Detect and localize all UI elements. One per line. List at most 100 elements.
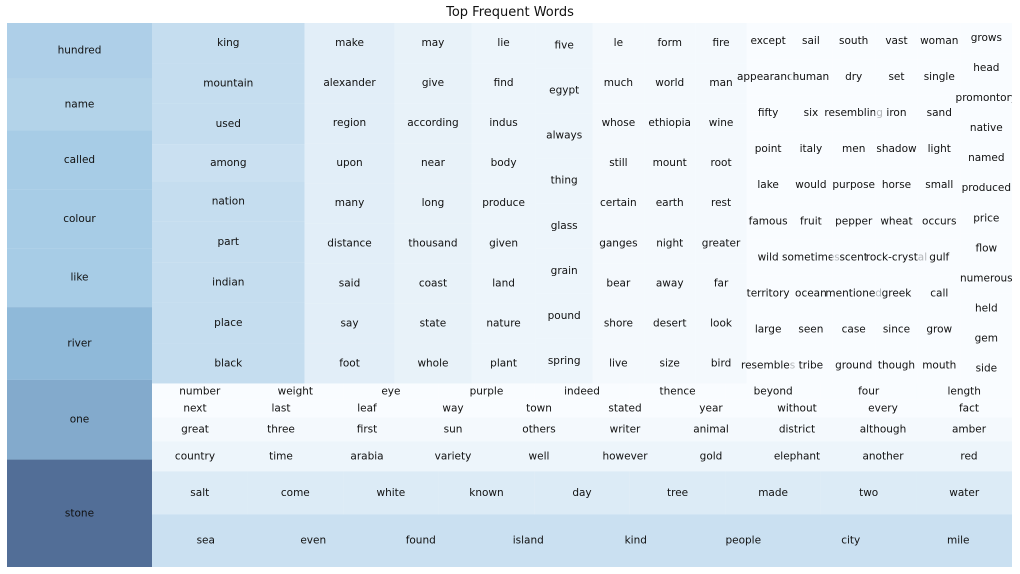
cell-rect-size xyxy=(644,343,696,384)
cell-rect-make xyxy=(304,23,395,64)
cell-rect-coast xyxy=(394,263,472,304)
cell-rect-used xyxy=(152,103,305,145)
cell-may: may xyxy=(394,23,472,64)
cell-time: time xyxy=(238,441,324,472)
cell-coast: coast xyxy=(394,263,472,304)
cell-label-thing: thing xyxy=(551,175,578,187)
cell-grows: grows xyxy=(960,23,1012,54)
cell-rect-fifty xyxy=(746,95,790,132)
cell-label-vast: vast xyxy=(885,35,907,47)
cell-rect-bird xyxy=(695,343,747,384)
cell-rect-land xyxy=(471,263,536,304)
cell-label-produced: produced xyxy=(962,182,1011,194)
cell-rect-gulf xyxy=(917,239,961,276)
cell-label-tribe: tribe xyxy=(799,359,823,371)
cell-rect-indus xyxy=(471,103,536,144)
cell-rect-two xyxy=(820,471,917,515)
cell-people: people xyxy=(689,514,797,567)
cell-nation: nation xyxy=(152,181,305,222)
cell-label-seen: seen xyxy=(798,323,823,335)
cell-rect-named xyxy=(960,143,1012,174)
cell-rect-without xyxy=(754,399,840,418)
cell-rect-earth xyxy=(644,183,696,224)
cell-indian: indian xyxy=(152,262,305,303)
cell-label-purpose: purpose xyxy=(832,179,875,191)
cell-promontory: promontory xyxy=(956,83,1012,114)
cell-gulf: gulf xyxy=(917,239,961,276)
cell-label-rest: rest xyxy=(711,197,731,209)
cell-rect-animal xyxy=(668,417,754,442)
cell-rect-way xyxy=(410,399,496,418)
cell-rect-amber xyxy=(926,417,1012,442)
cell-rect-purpose xyxy=(832,167,876,204)
cell-rect-spring xyxy=(535,338,593,384)
cell-three: three xyxy=(238,417,324,442)
cell-salt: salt xyxy=(152,471,248,515)
cell-rect-mentioned xyxy=(832,275,876,312)
cell-label-ganges: ganges xyxy=(599,237,637,249)
cell-produced: produced xyxy=(960,173,1012,204)
cell-label-time: time xyxy=(269,450,293,462)
cell-rect-ganges xyxy=(592,223,645,264)
cell-rect-given xyxy=(471,223,536,264)
cell-sea: sea xyxy=(152,514,260,567)
cell-rect-night xyxy=(644,223,696,264)
cell-rect-leaf xyxy=(324,399,410,418)
cell-label-sail: sail xyxy=(802,35,820,47)
cell-although: although xyxy=(840,417,926,442)
cell-rect-next xyxy=(152,399,238,418)
cell-rect-away xyxy=(644,263,696,304)
cell-rect-le xyxy=(592,23,645,64)
cell-label-say: say xyxy=(340,317,358,329)
cell-label-though: though xyxy=(878,359,915,371)
cell-colour: colour xyxy=(7,189,152,249)
cell-label-arabia: arabia xyxy=(350,450,383,462)
cell-rect-pound xyxy=(535,293,593,339)
cell-label-five: five xyxy=(555,40,574,52)
cell-italy: italy xyxy=(789,131,833,168)
cell-rect-state xyxy=(394,303,472,344)
cell-rect-salt xyxy=(152,471,248,515)
cell-rect-elephant xyxy=(754,441,840,472)
cell-mount: mount xyxy=(644,143,696,184)
cell-label-may: may xyxy=(422,37,445,49)
cell-rect-point xyxy=(746,131,790,168)
cell-label-last: last xyxy=(272,403,291,415)
cell-label-beyond: beyond xyxy=(754,386,793,398)
cell-rect-weight xyxy=(247,383,344,400)
cell-stated: stated xyxy=(582,399,668,418)
cell-rect-long xyxy=(394,183,472,224)
cell-label-next: next xyxy=(183,403,206,415)
cell-rect-far xyxy=(695,263,747,304)
cell-label-desert: desert xyxy=(653,317,687,329)
cell-rect-king xyxy=(152,23,305,64)
cell-fire: fire xyxy=(695,23,747,64)
cell-label-case: case xyxy=(842,323,866,335)
cell-town: town xyxy=(496,399,582,418)
cell-label-indus: indus xyxy=(489,117,517,129)
cell-rect-whole xyxy=(394,343,472,384)
cell-man: man xyxy=(695,63,747,104)
cell-ocean: ocean xyxy=(789,275,833,312)
cell-still: still xyxy=(592,143,645,184)
cell-rect-resembles xyxy=(746,347,790,384)
cell-wine: wine xyxy=(695,103,747,144)
cell-rect-south xyxy=(832,23,876,60)
cell-label-water: water xyxy=(949,487,980,499)
cell-small: small xyxy=(917,167,961,204)
cell-beyond: beyond xyxy=(725,383,821,400)
cell-sometimes: sometimes xyxy=(782,239,840,276)
cell-rect-gem xyxy=(960,323,1012,354)
cell-famous: famous xyxy=(746,203,790,240)
cell-tribe: tribe xyxy=(789,347,833,384)
cell-plant: plant xyxy=(471,343,536,384)
cell-label-variety: variety xyxy=(435,450,472,462)
cell-label-lie: lie xyxy=(497,37,509,49)
cell-distance: distance xyxy=(304,223,395,264)
cell-rect-ethiopia xyxy=(644,103,696,144)
cell-place: place xyxy=(152,302,305,344)
cell-label-number: number xyxy=(179,386,221,398)
cell-many: many xyxy=(304,183,395,224)
cell-label-held: held xyxy=(975,302,998,314)
cell-label-find: find xyxy=(494,77,514,89)
